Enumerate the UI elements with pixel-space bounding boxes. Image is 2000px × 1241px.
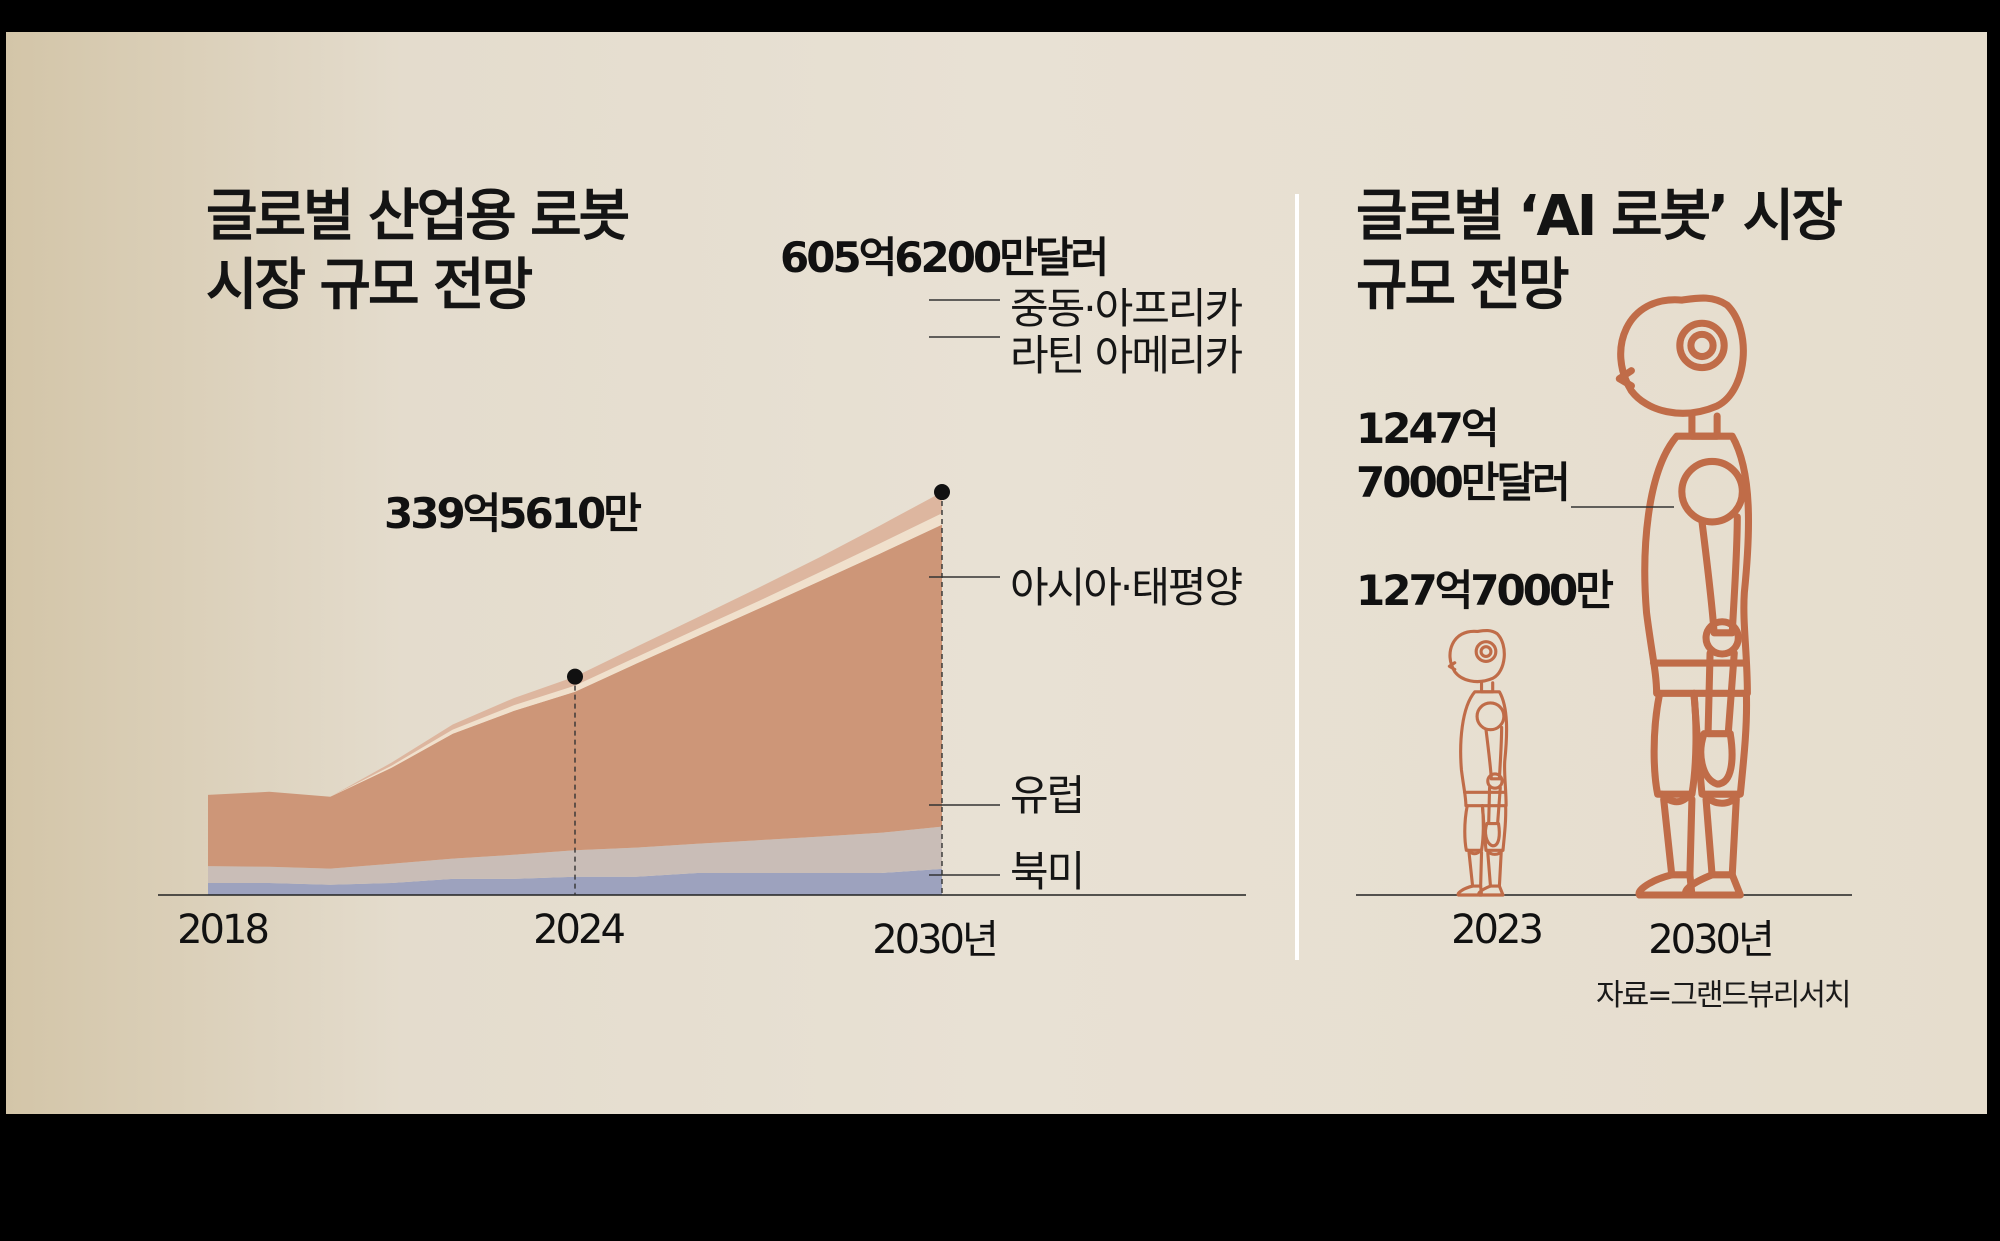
guide-lines-layer [158, 299, 1246, 896]
robot-ear-inner [1479, 645, 1493, 659]
chart-graphics [158, 294, 1852, 899]
legend-label-middle-east-africa: 중동·아프리카 [1010, 284, 1243, 333]
area-series-north-america [208, 868, 942, 895]
robot-torso [1459, 690, 1509, 808]
infographic-panel: 글로벌 산업용 로봇 시장 규모 전망 글로벌 ‘AI 로봇’ 시장 규모 전망… [6, 32, 1987, 1114]
total-2030-label: 605억6200만달러 [780, 233, 1109, 282]
robot-shoulder [1475, 701, 1506, 732]
marker-dot-2030 [934, 484, 950, 501]
x-tick-label-2024: 2024 [533, 907, 626, 953]
robot-shin-back [1660, 795, 1696, 879]
source-note: 자료=그랜드뷰리서치 [1596, 978, 1852, 1013]
robot-forearm [1487, 786, 1502, 826]
robot-ear-inner [1687, 330, 1717, 361]
ai-robot-2023 [1447, 629, 1509, 897]
robot-hand [1697, 730, 1736, 788]
total-2024-label: 339억5610만 [384, 489, 642, 538]
robot-shin-back [1467, 851, 1484, 888]
robot-shin-front [1486, 851, 1503, 888]
robot-foot-back [1456, 884, 1484, 897]
robot-shoulder [1678, 457, 1746, 526]
x-tick-label-2018: 2018 [177, 907, 270, 953]
robot-ear-outer [1474, 640, 1498, 663]
right-chart-title: 글로벌 ‘AI 로봇’ 시장 규모 전망 [1356, 184, 1843, 318]
robot-elbow [1486, 772, 1504, 790]
robot-head [1617, 294, 1747, 417]
robot-head [1448, 629, 1506, 684]
robot-thigh-back [1463, 804, 1485, 852]
legend-label-north-america: 북미 [1010, 847, 1085, 896]
x-tick-label-2030: 2030년 [872, 917, 999, 963]
area-series-europe [208, 826, 942, 885]
robot-thigh-front [1690, 689, 1751, 798]
robot-forearm [1704, 649, 1738, 738]
left-chart-title: 글로벌 산업용 로봇 시장 규모 전망 [206, 184, 630, 318]
ai-x-label-2023: 2023 [1451, 907, 1544, 953]
legend-label-europe: 유럽 [1010, 771, 1085, 820]
robot-ear-outer [1676, 319, 1728, 372]
robot-thigh-back [1650, 689, 1700, 798]
robot-nose [1447, 661, 1457, 671]
robot-pictogram-layer [1356, 294, 1852, 899]
ai-x-label-2030: 2030년 [1648, 917, 1775, 963]
robot-thigh-front [1480, 804, 1508, 852]
robot-shin-front [1702, 795, 1740, 879]
legend-label-latin-america: 라틴 아메리카 [1010, 331, 1243, 380]
panel-divider [1295, 194, 1299, 960]
robot-foot-back [1635, 871, 1696, 899]
ai-robot-value-2030: 1247억 7000만달러 [1356, 404, 1571, 507]
ai-robot-2030 [1615, 294, 1753, 899]
legend-label-asia-pacific: 아시아·태평양 [1010, 563, 1243, 612]
marker-dot-2024 [567, 668, 583, 685]
robot-upper-arm [1484, 725, 1504, 781]
robot-foot-front [1682, 871, 1744, 899]
robot-nose [1615, 367, 1635, 390]
robot-hand [1483, 821, 1501, 848]
ai-robot-value-2023: 127억7000만 [1356, 566, 1614, 615]
robot-foot-front [1477, 884, 1505, 897]
robot-elbow [1702, 618, 1742, 658]
robot-upper-arm [1698, 513, 1741, 637]
